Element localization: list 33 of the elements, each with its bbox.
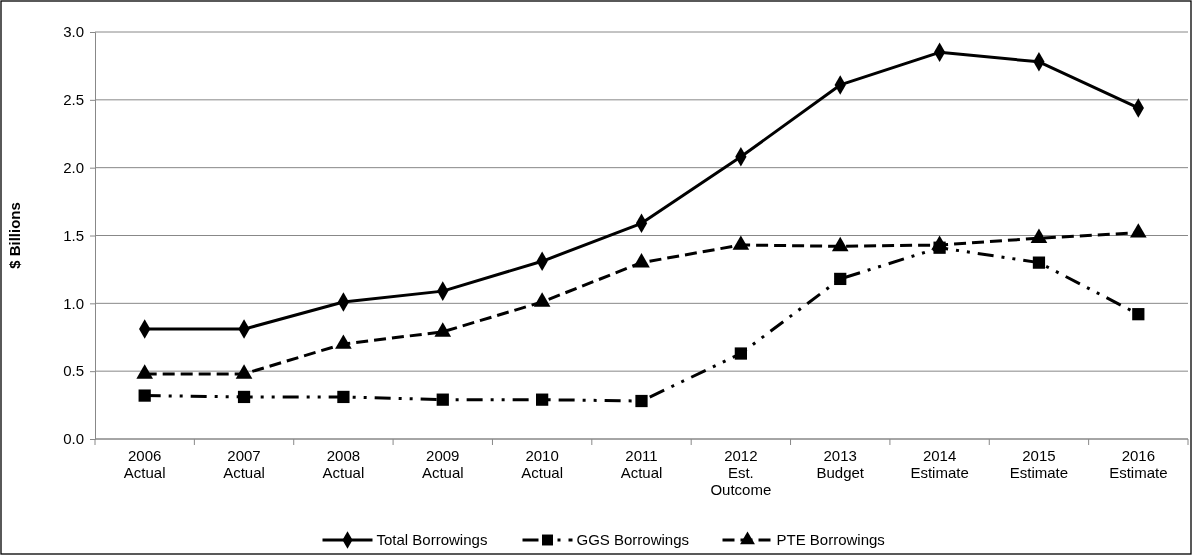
- point: [834, 272, 847, 286]
- legend-label: GGS Borrowings: [576, 531, 690, 548]
- legend-label: Total Borrowings: [376, 531, 488, 548]
- y-tick-label: 0.0: [63, 430, 84, 448]
- x-tick-label: 2011 Actual: [620, 447, 663, 481]
- point: [635, 394, 648, 408]
- x-tick-label: 2012 Est. Outcome: [710, 447, 772, 498]
- y-tick-label: 3.0: [63, 23, 84, 41]
- y-tick-label: 2.0: [63, 158, 84, 176]
- y-tick-label: 0.5: [63, 362, 84, 380]
- x-tick-label: 2009 Actual: [421, 447, 464, 481]
- x-tick-label: 2007 Actual: [223, 447, 265, 481]
- point: [237, 390, 251, 404]
- y-tick-label: 2.5: [63, 91, 84, 109]
- point: [734, 347, 747, 360]
- x-tick-label: 2016 Estimate: [1109, 447, 1168, 481]
- x-tick-label: 2008 Actual: [322, 447, 365, 481]
- point: [933, 241, 946, 254]
- x-tick-label: 2013 Budget: [816, 447, 865, 481]
- point: [1032, 256, 1046, 269]
- point: [1132, 308, 1145, 321]
- point: [138, 389, 151, 402]
- x-tick-label: 2015 Estimate: [1009, 447, 1069, 481]
- point: [337, 390, 350, 404]
- y-tick-label: 1.5: [63, 226, 84, 244]
- x-tick-label: 2006 Actual: [123, 447, 166, 481]
- x-tick-label: 2014 Estimate: [910, 447, 969, 481]
- legend-label: PTE Borrowings: [776, 531, 885, 548]
- x-tick-label: 2010 Actual: [521, 447, 563, 481]
- point: [436, 393, 449, 406]
- y-axis-title: $ Billions: [6, 202, 23, 269]
- y-tick-label: 1.0: [63, 294, 84, 312]
- point: [536, 393, 549, 406]
